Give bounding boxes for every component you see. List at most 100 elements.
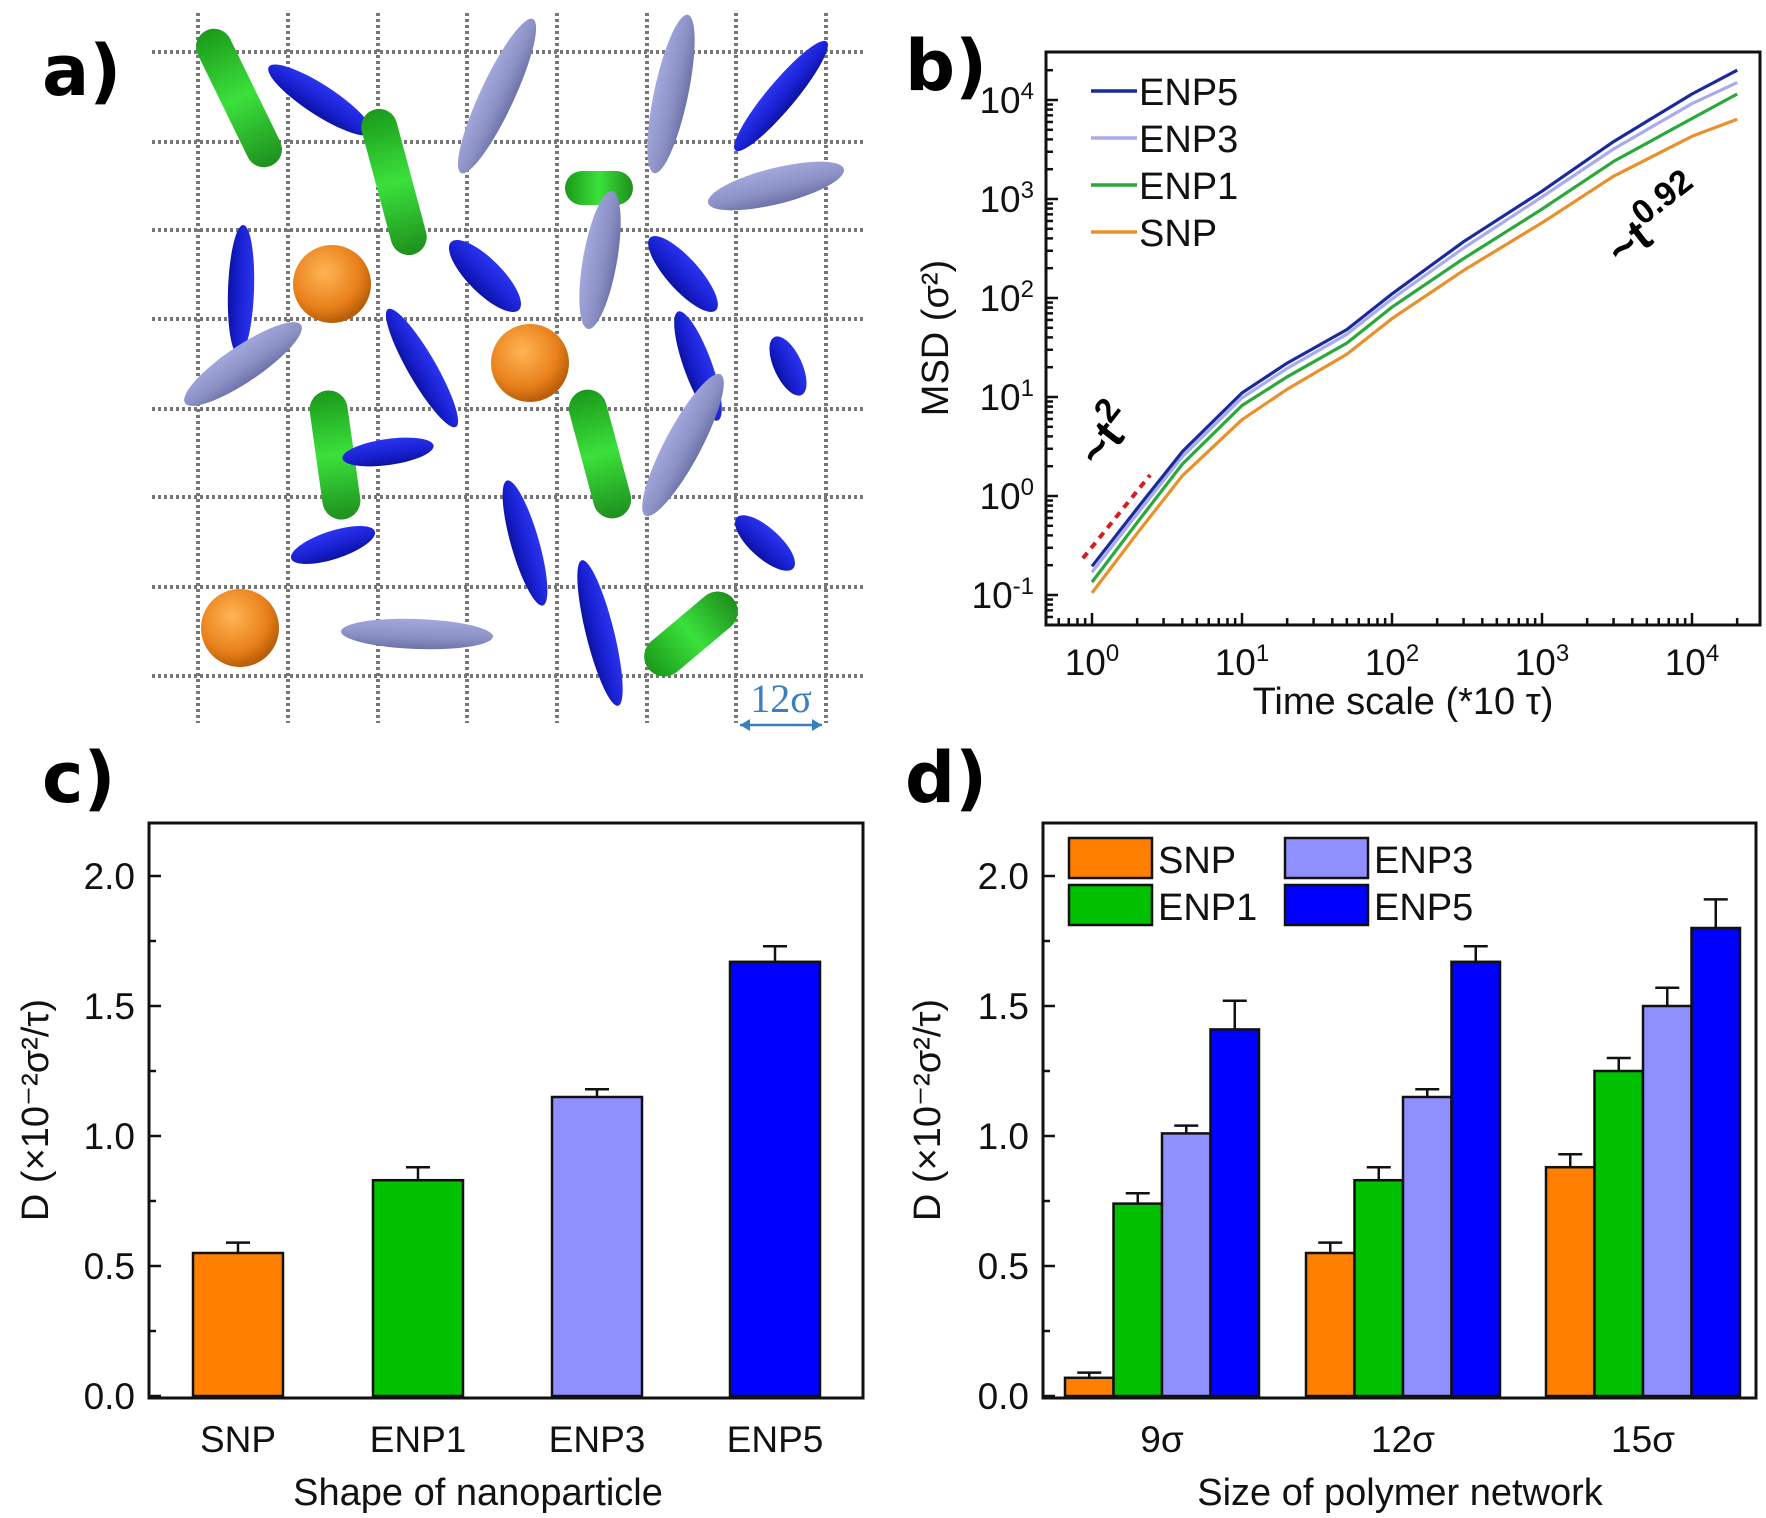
network-x-tick-label: 12σ [1371, 1419, 1435, 1460]
shape-axes-ticks: SNP ENP1 ENP3 ENP5 0.0 0.5 1.0 1.5 2.0 [84, 856, 824, 1460]
panel-a-simulation-snapshot: a) 12σ [42, 13, 865, 731]
network-y-tick-label: 1.5 [978, 986, 1029, 1027]
network-9sigma-enp5-bar [1209, 1028, 1261, 1398]
legend-label-enp5: ENP5 [1139, 72, 1238, 114]
enp3-ellipsoid-particle [579, 191, 621, 329]
enp3-ellipsoid-particle [341, 618, 493, 650]
shape-y-tick-label: 1.0 [84, 1116, 135, 1157]
enp5-ellipsoid-particle [268, 64, 372, 136]
msd-y-tick-label: 10-1 [972, 573, 1035, 616]
enp5-ellipsoid-particle [502, 480, 548, 606]
msd-series-enp5 [1090, 68, 1738, 568]
shape-enp1-bar [371, 1178, 465, 1398]
enp5-ellipsoid-particle [648, 236, 718, 312]
msd-plot-area [1081, 68, 1738, 594]
msd-y-tick-label: 103 [979, 177, 1034, 220]
msd-x-tick-label-base: 10 [1215, 642, 1256, 683]
shape-x-tick-label: SNP [200, 1419, 276, 1460]
panel-c-label: c) [42, 737, 116, 819]
legend-label-snp: SNP [1139, 213, 1217, 255]
legend-label-enp3: ENP3 [1374, 840, 1473, 882]
msd-y-tick-label: 101 [979, 375, 1034, 418]
msd-x-tick-label: 100 [1065, 640, 1120, 683]
network-12sigma-snp-bar [1304, 1251, 1356, 1398]
msd-annotations: ~t2~t0.92 [1061, 162, 1714, 476]
msd-legend: ENP5 ENP3 ENP1 SNP [1091, 72, 1238, 255]
enp1-spherocylinder-particle [565, 171, 633, 205]
legend-label-snp: SNP [1158, 840, 1236, 882]
msd-x-tick-label-base: 10 [1665, 642, 1706, 683]
network-15sigma-enp1-bar [1593, 1069, 1645, 1398]
enp1-spherocylinder-particle [309, 390, 361, 520]
enp3-ellipsoid-particle [184, 322, 302, 406]
network-9sigma-snp-bar [1063, 1376, 1115, 1398]
panel-d-label: d) [905, 737, 987, 819]
snp-sphere-particle [201, 589, 279, 667]
shape-snp-bar [191, 1251, 285, 1398]
msd-plot-frame [1044, 50, 1762, 627]
msd-series-enp3 [1090, 81, 1738, 574]
msd-y-tick-label-exponent: 3 [1021, 177, 1034, 204]
enp5-ellipsoid-particle [385, 308, 459, 428]
legend-swatch-snp [1067, 836, 1154, 880]
shape-x-tick-label: ENP5 [727, 1419, 824, 1460]
msd-x-tick-label: 102 [1365, 640, 1420, 683]
msd-x-tick-label-exponent: 0 [1106, 640, 1119, 667]
msd-y-tick-label-exponent: -1 [1013, 573, 1034, 600]
msd-y-tick-label-exponent: 1 [1021, 375, 1034, 402]
legend-label-enp3: ENP3 [1139, 119, 1238, 161]
scale-bar-arrowheads [740, 719, 822, 731]
msd-x-tick-label-base: 10 [1065, 642, 1106, 683]
annotation-t-squared-exponent: 2 [1087, 391, 1129, 429]
shape-y-tick-label: 1.5 [84, 986, 135, 1027]
msd-y-tick-label-base: 10 [979, 476, 1020, 517]
enp3-ellipsoid-particle [642, 373, 724, 517]
msd-x-tick-label: 103 [1515, 640, 1570, 683]
msd-series-enp1 [1090, 92, 1738, 584]
network-12sigma-enp1-bar [1353, 1178, 1405, 1398]
enp3-ellipsoid-particle [457, 18, 537, 174]
enp5-ellipsoid-particle [734, 40, 828, 152]
msd-y-tick-label-base: 10 [979, 80, 1020, 121]
panel-b-label: b) [905, 25, 987, 107]
msd-x-tick-label: 104 [1665, 640, 1720, 683]
msd-y-axis-title: MSD (σ²) [915, 260, 957, 416]
enp5-ellipsoid-particle [769, 336, 807, 396]
shape-y-tick-label: 0.0 [84, 1376, 135, 1417]
shape-x-axis-title: Shape of nanoparticle [293, 1472, 663, 1514]
network-15sigma-enp5-bar [1690, 926, 1742, 1398]
panel-c-bar-chart-shape: c) SNP ENP1 ENP3 ENP5 0.0 0.5 1.0 1.5 2.0 Shape … [15, 737, 865, 1514]
legend-label-enp1: ENP1 [1158, 887, 1257, 929]
network-12sigma-enp5-bar [1450, 960, 1502, 1398]
network-9sigma-enp3-bar [1160, 1132, 1212, 1398]
msd-x-tick-label-base: 10 [1515, 642, 1556, 683]
enp5-ellipsoid-particle [290, 525, 376, 565]
annotation-t-squared: ~t2 [1061, 391, 1146, 476]
network-axes-ticks: 9σ 12σ 15σ 0.0 0.5 1.0 1.5 2.0 [978, 856, 1676, 1460]
enp1-spherocylinder-particle [196, 28, 282, 168]
legend-label-enp1: ENP1 [1139, 166, 1238, 208]
msd-y-tick-label-base: 10 [979, 278, 1020, 319]
shape-x-tick-label: ENP1 [370, 1419, 467, 1460]
msd-x-tick-label-exponent: 4 [1706, 640, 1719, 667]
network-x-tick-label: 15σ [1611, 1419, 1675, 1460]
msd-x-tick-label-exponent: 3 [1556, 640, 1569, 667]
network-plot-frame [1041, 821, 1758, 1400]
network-15sigma-enp3-bar [1641, 1004, 1693, 1398]
network-9sigma-enp1-bar [1112, 1202, 1164, 1398]
enp3-ellipsoid-particle [707, 161, 845, 211]
legend-label-enp5: ENP5 [1374, 887, 1473, 929]
legend-swatch-enp5 [1283, 883, 1370, 927]
nanoparticles [184, 14, 845, 706]
msd-x-tick-label-exponent: 2 [1406, 640, 1419, 667]
network-bars [1063, 898, 1742, 1398]
panel-a-label: a) [42, 30, 121, 112]
panel-d-bar-chart-network: d) 9σ 12σ 15σ 0.0 0.5 1.0 1.5 2.0 SNP ENP1 ENP3 EN… [905, 737, 1758, 1514]
network-y-tick-label: 2.0 [978, 856, 1029, 897]
network-legend: SNP ENP1 ENP3 ENP5 [1067, 836, 1473, 929]
shape-y-tick-label: 0.5 [84, 1246, 135, 1287]
legend-swatch-enp3 [1283, 836, 1370, 880]
network-y-tick-label: 0.5 [978, 1246, 1029, 1287]
